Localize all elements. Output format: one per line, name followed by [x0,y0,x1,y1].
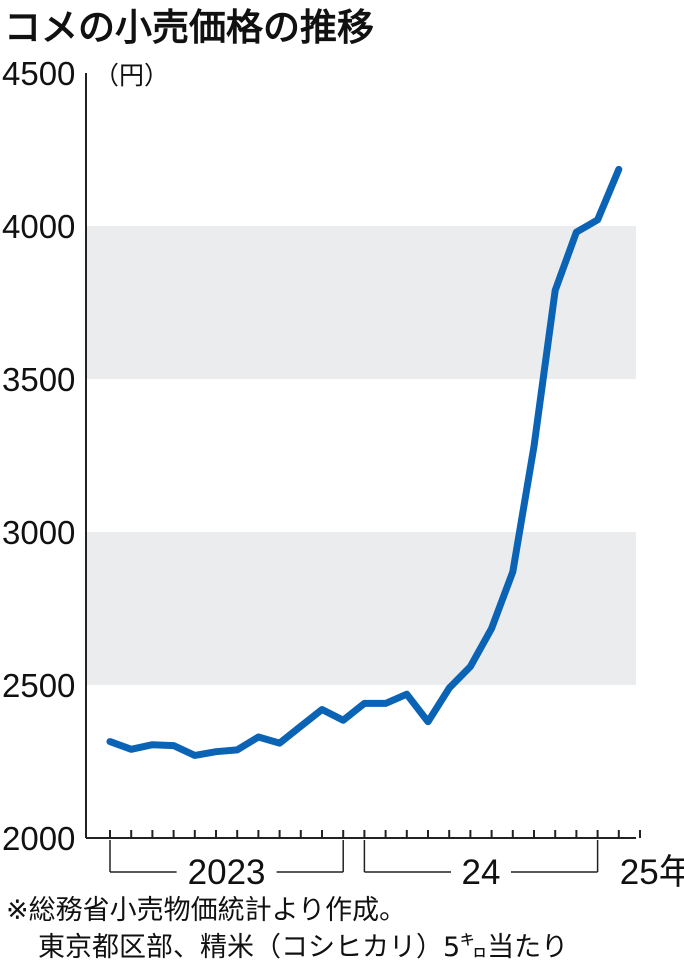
y-tick-label-2500: 2500 [2,667,75,704]
y-axis-unit-label: （円） [94,61,169,90]
x-axis [85,73,641,839]
y-tick-label-4500: 4500 [2,55,75,92]
year-label-2023: 2023 [188,853,266,892]
y-tick-label-4000: 4000 [2,208,75,245]
y-tick-label-3000: 3000 [2,514,75,551]
y-tick-label-2000: 2000 [2,820,75,857]
year-group-labels: 2023 24 25年 [109,840,684,892]
source-note-detail: 東京都区部、精米（コシヒカリ）5㌔当たり [38,932,568,963]
plot-background-bands [86,226,636,685]
price-series-line [106,165,623,759]
grid-band-2500-3000 [86,532,636,685]
year-label-24: 24 [462,853,501,892]
y-tick-label-3500: 3500 [2,361,75,398]
y-axis-tick-labels: 2000 2500 3000 3500 4000 4500 [2,55,75,857]
year-label-25年: 25年 [620,853,684,892]
source-note: ※総務省小売物価統計より作成。 [6,895,406,926]
chart-title: コメの小売価格の推移 [4,6,374,49]
